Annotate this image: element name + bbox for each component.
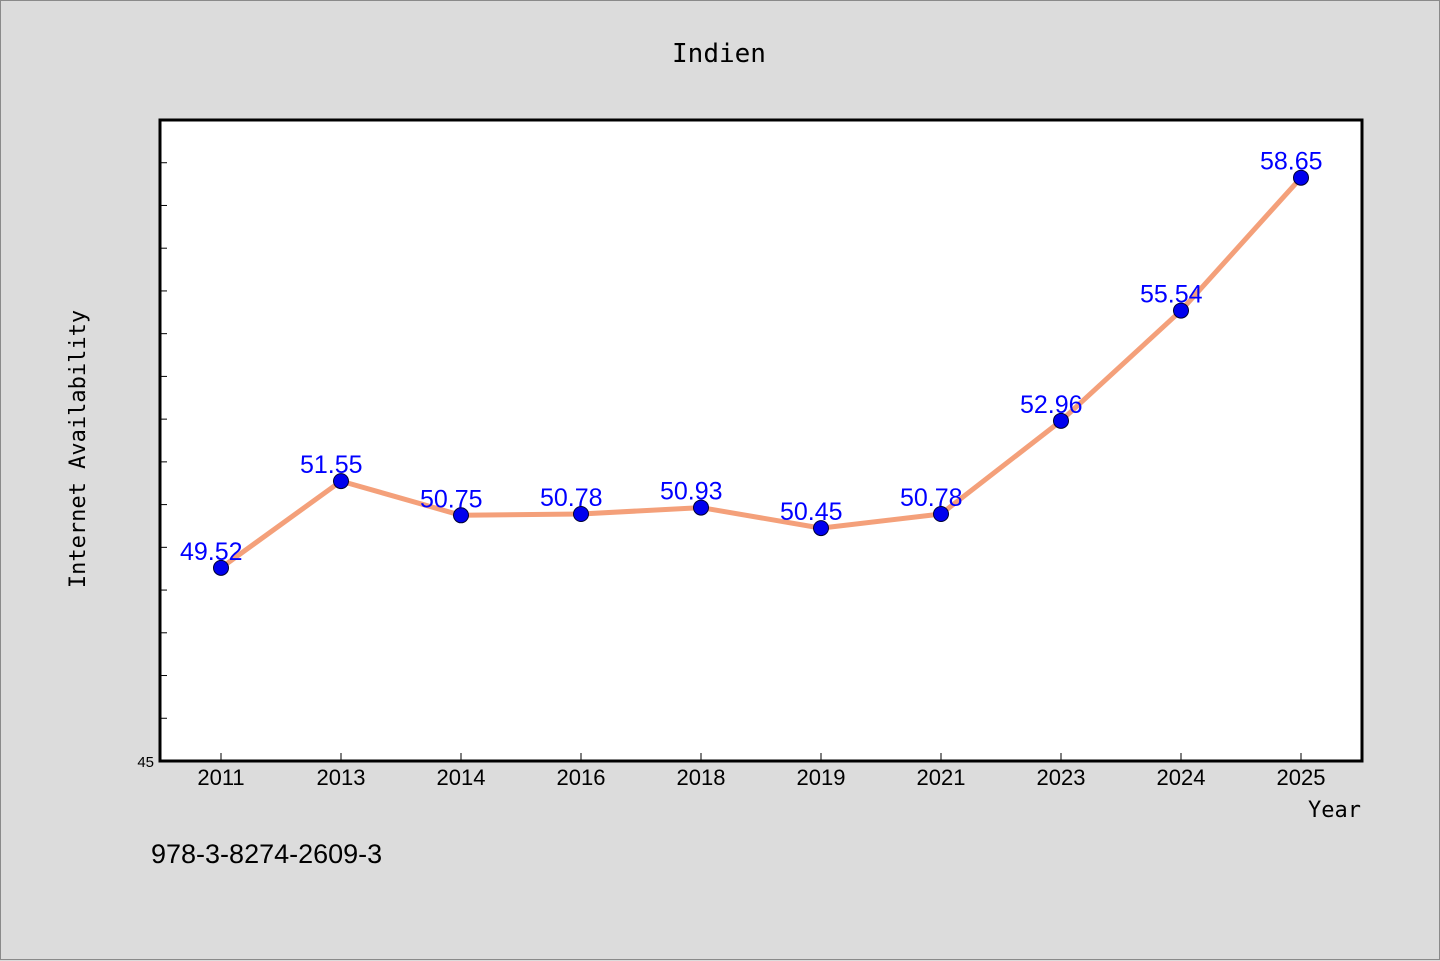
data-marker-layer	[213, 169, 1309, 576]
data-point	[1053, 412, 1069, 429]
footnote-isbn: 978-3-8274-2609-3	[151, 839, 382, 869]
plot-area	[158, 118, 1364, 763]
data-label: 50.78	[540, 484, 603, 512]
x-axis-ticks	[220, 753, 1302, 761]
data-label: 52.96	[1020, 391, 1083, 419]
data-point	[1293, 169, 1309, 186]
series-line-layer	[218, 175, 1304, 571]
x-axis-tick-labels: 2011 2013 2014 2016 2018 2019 2021 2023 2024 2025	[197, 765, 1325, 790]
y-axis-title: Internet Availability	[66, 310, 91, 588]
x-tick-label: 2021	[917, 765, 966, 790]
x-tick-label: 2024	[1157, 765, 1206, 790]
x-tick-label: 2023	[1037, 765, 1086, 790]
data-label-layer: 49.52 51.55 50.75 50.78 50.93 50.45 50.78 52.96…	[180, 148, 1323, 566]
x-axis-title: Year	[1308, 798, 1361, 823]
x-tick-label: 2018	[677, 765, 726, 790]
x-tick-label: 2011	[197, 765, 244, 790]
data-label: 55.54	[1140, 281, 1203, 309]
x-tick-label: 2013	[317, 765, 366, 790]
x-tick-label: 2019	[797, 765, 846, 790]
data-label: 50.78	[900, 484, 963, 512]
data-point	[333, 473, 349, 490]
data-point	[933, 506, 949, 523]
chart-title: Indien	[672, 39, 766, 69]
data-point	[573, 506, 589, 523]
data-point	[1173, 302, 1189, 319]
data-point	[213, 559, 229, 576]
y-axis-min-label: 45	[137, 754, 154, 771]
data-point	[693, 499, 709, 516]
series-line	[218, 175, 1304, 571]
data-label: 49.52	[180, 538, 243, 566]
y-axis-ticks	[159, 162, 167, 719]
data-label: 50.93	[660, 478, 723, 506]
data-label: 58.65	[1260, 148, 1323, 176]
x-tick-label: 2025	[1277, 765, 1326, 790]
data-label: 51.55	[300, 451, 363, 479]
x-tick-label: 2016	[557, 765, 606, 790]
data-point	[453, 507, 469, 524]
data-label: 50.75	[420, 485, 483, 513]
data-point	[813, 520, 829, 537]
data-label: 50.45	[780, 498, 843, 526]
x-tick-label: 2014	[437, 765, 486, 790]
